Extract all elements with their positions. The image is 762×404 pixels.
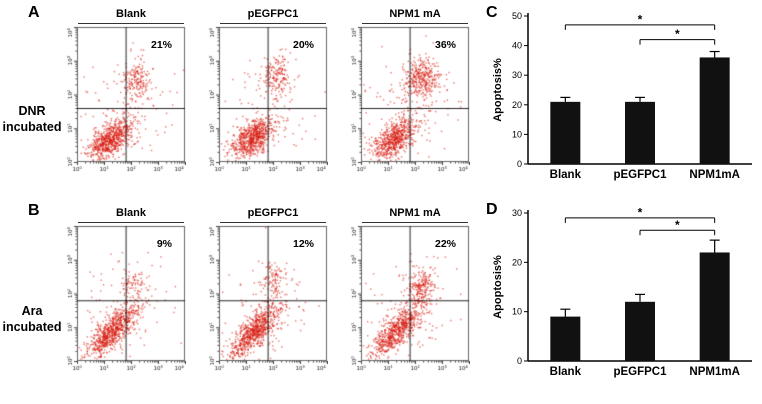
- bar: [625, 301, 655, 361]
- flow-scatter-canvas: [348, 224, 470, 374]
- x-category-label: pEGFPC1: [613, 169, 667, 181]
- bar-chart-panel-D: 0 10 20 30 Apoptosis% Blank pEGFPC1 NPM1mA * *: [492, 199, 762, 391]
- y-tick-label: 20: [512, 100, 522, 110]
- flow-plot-b-npm1ma: NPM1 mA 22%: [348, 207, 470, 375]
- y-axis-label: Apoptosis%: [492, 58, 504, 122]
- flow-scatter-canvas: [348, 25, 470, 175]
- flow-scatter-canvas: [64, 224, 186, 374]
- x-category-label: Blank: [550, 366, 582, 378]
- plot-title: pEGFPC1: [220, 8, 326, 24]
- panel-letter-C: C: [486, 4, 498, 21]
- apoptosis-percent: 36%: [434, 39, 456, 51]
- bar-chart-C: 0 10 20 30 40 50 Apoptosis% Blank pEGFPC1 NPM1mA *…: [492, 11, 752, 181]
- bar: [699, 252, 730, 361]
- y-tick-label: 20: [512, 257, 522, 267]
- y-tick-label: 0: [517, 356, 522, 366]
- flow-scatter-canvas: [64, 25, 186, 175]
- significance-asterisk: *: [638, 205, 643, 219]
- apoptosis-percent: 21%: [150, 39, 172, 51]
- y-tick-label: 10: [512, 129, 522, 139]
- y-tick-label: 30: [512, 70, 522, 80]
- plot-title: Blank: [78, 207, 184, 223]
- significance-asterisk: *: [675, 27, 680, 41]
- panel-letter-A: A: [28, 4, 40, 21]
- flow-plot-b-blank: Blank 9%: [64, 207, 186, 375]
- panel-letter-D: D: [486, 201, 498, 218]
- flow-plot-b-pegfpc1: pEGFPC1 12%: [206, 207, 328, 375]
- flow-plot-a-npm1ma: NPM1 mA 36%: [348, 8, 470, 176]
- flow-plot-a-pegfpc1: pEGFPC1 20%: [206, 8, 328, 176]
- x-category-label: NPM1mA: [689, 169, 739, 181]
- apoptosis-percent: 22%: [434, 238, 456, 250]
- flow-scatter-canvas: [206, 25, 328, 175]
- significance-asterisk: *: [638, 12, 643, 26]
- y-tick-label: 10: [512, 307, 522, 317]
- flow-scatter-canvas: [206, 224, 328, 374]
- y-tick-label: 40: [512, 41, 522, 51]
- bar: [625, 101, 655, 164]
- x-category-label: NPM1mA: [689, 366, 739, 378]
- apoptosis-percent: 12%: [292, 238, 314, 250]
- apoptosis-percent: 20%: [292, 39, 314, 51]
- y-tick-label: 30: [512, 208, 522, 218]
- row-label-dnr: DNR incubated: [2, 104, 62, 135]
- flow-plot-a-blank: Blank 21%: [64, 8, 186, 176]
- significance-asterisk: *: [675, 218, 680, 232]
- plot-title: NPM1 mA: [362, 207, 468, 223]
- bar: [550, 316, 581, 361]
- bar-chart-panel-C: 0 10 20 30 40 50 Apoptosis% Blank pEGFPC1 NPM1mA *…: [492, 2, 762, 194]
- plot-title: Blank: [78, 8, 184, 24]
- panel-letter-B: B: [28, 202, 40, 219]
- x-category-label: pEGFPC1: [613, 366, 667, 378]
- x-category-label: Blank: [550, 169, 582, 181]
- y-tick-label: 0: [517, 159, 522, 169]
- plot-title: NPM1 mA: [362, 8, 468, 24]
- y-axis-label: Apoptosis%: [492, 255, 504, 319]
- row-label-ara: Ara incubated: [2, 304, 62, 335]
- plot-title: pEGFPC1: [220, 207, 326, 223]
- apoptosis-percent: 9%: [156, 238, 172, 250]
- y-tick-label: 50: [512, 11, 522, 21]
- bar: [699, 57, 730, 164]
- bar: [550, 101, 581, 164]
- bar-chart-D: 0 10 20 30 Apoptosis% Blank pEGFPC1 NPM1mA * *: [492, 205, 752, 378]
